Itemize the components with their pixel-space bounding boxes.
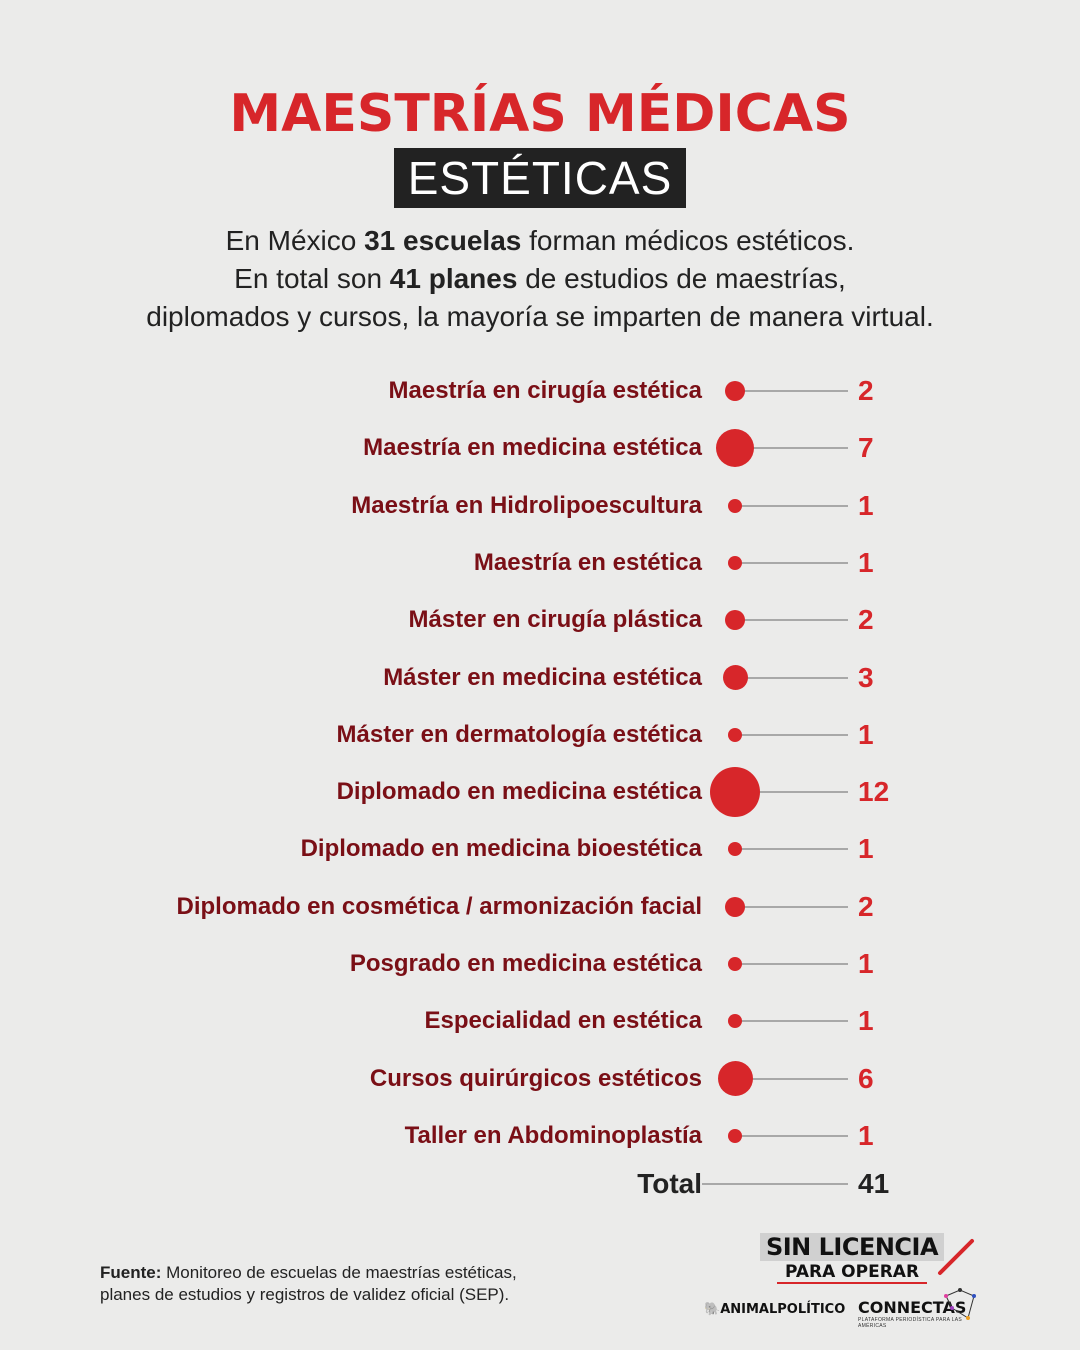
row-label: Maestría en estética [473, 548, 702, 576]
chart-row: Maestría en estética 1 [0, 543, 1080, 583]
row-label: Diplomado en cosmética / armonización fa… [176, 892, 702, 920]
total-row: Total 41 [0, 1164, 1080, 1204]
connector-line [735, 447, 848, 450]
connector-line [735, 619, 848, 622]
chart-row: Cursos quirúrgicos estéticos 6 [0, 1059, 1080, 1099]
connector-line [702, 1183, 848, 1185]
value-bubble [717, 1061, 753, 1097]
connector-line [735, 791, 848, 794]
total-value: 41 [858, 1168, 890, 1199]
connectas-logo: CONNECTAS [858, 1298, 967, 1317]
row-label: Posgrado en medicina estética [349, 950, 702, 977]
value-bubble [716, 429, 754, 468]
value-bubble [725, 381, 745, 401]
connector-line [735, 1020, 848, 1023]
value-bubble [728, 842, 742, 857]
connector-line [735, 1134, 848, 1137]
chart-row: Diplomado en medicina estética 12 [0, 767, 1080, 818]
row-label: Diplomado en medicina bioestética [300, 835, 702, 863]
connector-line [735, 963, 848, 965]
value-bubble [728, 555, 742, 570]
row-value: 1 [858, 948, 874, 979]
row-label: Diplomado en medicina estética [336, 778, 702, 806]
row-value: 12 [858, 776, 890, 808]
connector-line [735, 905, 848, 908]
chart-row: Diplomado en medicina bioestética 1 [0, 829, 1080, 869]
row-value: 3 [858, 661, 874, 693]
connector-line [735, 390, 848, 392]
connectas-tagline: PLATAFORMA PERIODÍSTICA PARA LAS AMÉRICA… [858, 1317, 963, 1329]
value-bubble [728, 727, 742, 742]
chart-row: Máster en medicina estética 3 [0, 658, 1080, 698]
sin-licencia-logo: SIN LICENCIA PARA OPERAR [722, 1233, 982, 1284]
connector-line [735, 504, 848, 507]
network-icon [944, 1288, 976, 1320]
connector-line [735, 561, 848, 564]
row-value: 7 [858, 432, 874, 464]
partner-logos: 🐘ANIMALPOLÍTICO CONNECTAS PLATAFORMA PER… [704, 1288, 984, 1330]
connector-line [735, 848, 848, 851]
row-value: 2 [858, 890, 874, 922]
chart-row: Especialidad en estética 1 [0, 1001, 1080, 1041]
value-bubble [710, 767, 760, 818]
page-title: MAESTRÍAS MÉDICAS [229, 84, 851, 144]
value-bubble [728, 957, 742, 971]
total-label: Total [637, 1168, 702, 1199]
chart-row: Maestría en cirugía estética 2 [0, 371, 1080, 411]
row-value: 2 [858, 375, 874, 406]
row-label: Máster en cirugía plástica [408, 606, 702, 634]
row-label: Especialidad en estética [424, 1007, 702, 1035]
value-bubble [725, 896, 745, 917]
connector-line [735, 1077, 848, 1080]
row-value: 1 [858, 1119, 874, 1151]
row-value: 1 [858, 1005, 874, 1037]
chart-row: Máster en cirugía plástica 2 [0, 600, 1080, 640]
row-value: 6 [858, 1062, 874, 1094]
connector-line [735, 733, 848, 736]
value-bubble [728, 498, 742, 513]
chart-row: Diplomado en cosmética / armonización fa… [0, 887, 1080, 927]
chart-row: Posgrado en medicina estética 1 [0, 944, 1080, 984]
animal-politico-logo: 🐘ANIMALPOLÍTICO [704, 1302, 846, 1317]
connector-line [735, 676, 848, 679]
row-value: 1 [858, 833, 874, 865]
row-value: 1 [858, 546, 874, 578]
chart-row: Maestría en Hidrolipoescultura 1 [0, 486, 1080, 526]
scalpel-icon [938, 1239, 974, 1275]
row-label: Máster en dermatología estética [336, 720, 702, 748]
row-label: Máster en medicina estética [383, 663, 702, 691]
chart-row: Taller en Abdominoplastía 1 [0, 1116, 1080, 1156]
chart-row: Máster en dermatología estética 1 [0, 715, 1080, 755]
elephant-icon: 🐘 [704, 1302, 721, 1317]
row-value: 1 [858, 718, 874, 750]
value-bubble [728, 1014, 742, 1029]
row-label: Cursos quirúrgicos estéticos [369, 1064, 702, 1092]
value-bubble [725, 610, 745, 631]
chart-row: Maestría en medicina estética 7 [0, 428, 1080, 468]
row-label: Maestría en Hidrolipoescultura [351, 491, 702, 519]
row-label: Taller en Abdominoplastía [404, 1121, 702, 1149]
row-label: Maestría en cirugía estética [388, 377, 702, 404]
intro-text: En México 31 escuelas forman médicos est… [146, 225, 934, 332]
page-subtitle: ESTÉTICAS [393, 148, 687, 208]
source-note: Fuente: Monitoreo de escuelas de maestrí… [100, 1263, 517, 1304]
row-value: 2 [858, 604, 874, 636]
row-value: 1 [858, 489, 874, 521]
value-bubble [728, 1128, 742, 1143]
row-label: Maestría en medicina estética [363, 434, 702, 462]
value-bubble [722, 665, 748, 690]
